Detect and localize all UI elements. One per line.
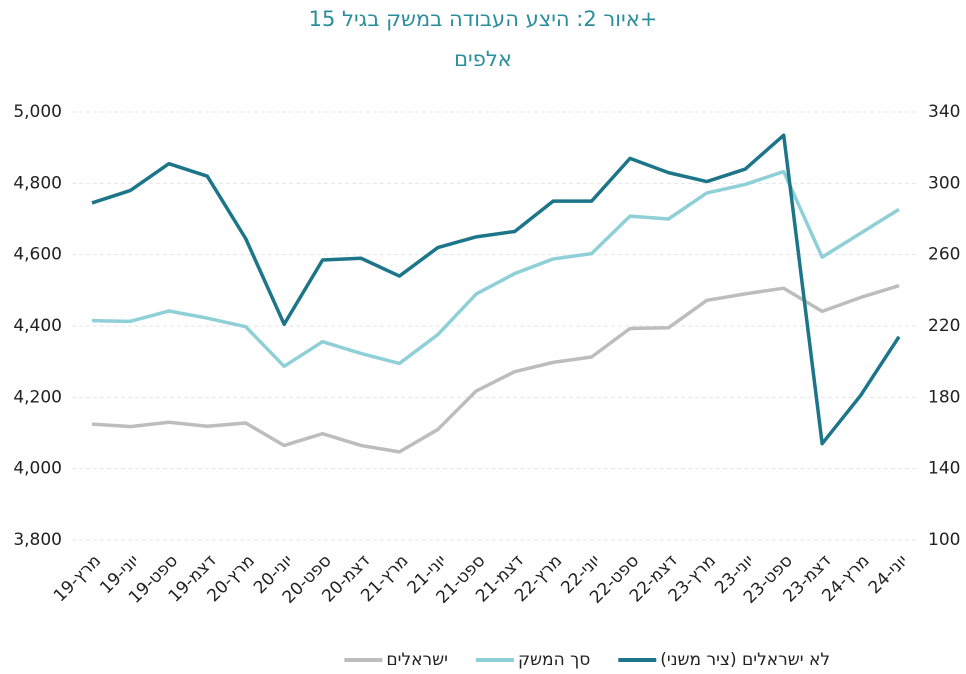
y-tick-label: 3,800 <box>13 530 62 550</box>
y-tick-label: 5,000 <box>13 102 62 122</box>
y2-tick-label: 260 <box>928 245 960 265</box>
y-tick-label: 4,800 <box>13 173 62 193</box>
y-tick-label: 4,400 <box>13 316 62 336</box>
y-tick-label: 4,000 <box>13 459 62 479</box>
chart-title: איור 2: היצע העבודה במשק בגיל 15+ <box>309 7 658 31</box>
y-tick-label: 4,200 <box>13 387 62 407</box>
y2-tick-label: 220 <box>928 316 960 336</box>
y2-tick-label: 340 <box>928 102 960 122</box>
legend-label: סך המשק <box>518 650 590 670</box>
y-tick-label: 4,600 <box>13 245 62 265</box>
legend-label: ישראלים <box>386 650 448 670</box>
series-line <box>91 133 901 446</box>
y2-tick-label: 300 <box>928 173 960 193</box>
series-line <box>91 169 900 369</box>
legend-label: לא ישראלים (ציר משני) <box>660 650 830 670</box>
series-line <box>91 284 900 454</box>
y2-tick-label: 140 <box>928 459 960 479</box>
y2-tick-label: 100 <box>928 530 960 550</box>
x-tick-label: מרץ-19 <box>50 551 105 606</box>
chart-subtitle: אלפים <box>454 47 512 71</box>
y2-tick-label: 180 <box>928 387 960 407</box>
x-tick-label: יוני-24 <box>865 551 912 598</box>
